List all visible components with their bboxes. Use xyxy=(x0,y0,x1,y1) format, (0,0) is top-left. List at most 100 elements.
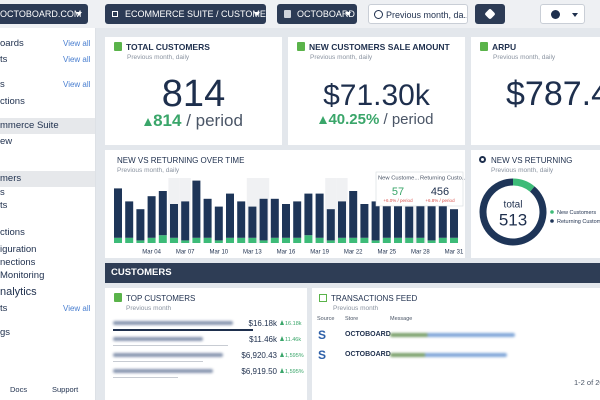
nav-item[interactable]: ts View all xyxy=(0,52,95,68)
nav-item[interactable]: oards View all xyxy=(0,36,95,52)
x-tick-label: Mar 10 xyxy=(209,250,228,256)
settings-button[interactable] xyxy=(475,4,505,24)
nav-label: Monitoring xyxy=(0,270,45,281)
amount: $6,919.50 xyxy=(241,367,277,376)
bar-segment xyxy=(416,237,425,243)
bar-segment xyxy=(349,237,358,243)
bar-segment xyxy=(282,204,290,238)
view-all-link[interactable]: View all xyxy=(63,80,91,89)
up-arrow xyxy=(280,368,284,373)
board-dropdown[interactable]: ECOMMERCE SUITE / CUSTOMERS xyxy=(105,4,266,24)
source-logo: S xyxy=(318,328,327,342)
card-subtitle: Previous month, daily xyxy=(310,54,373,61)
sale-amount-card: NEW CUSTOMERS SALE AMOUNT Previous month… xyxy=(288,37,465,145)
bar-segment xyxy=(170,237,178,243)
tooltip-value: 57 xyxy=(392,186,404,198)
column-header: Source xyxy=(317,316,335,322)
bar-segment xyxy=(125,201,134,238)
change-value: 814 xyxy=(153,111,182,130)
nav-label: oards xyxy=(0,38,24,49)
account-dropdown[interactable]: OCTOBOARD.COM xyxy=(0,4,88,24)
card-subtitle: Previous month, daily xyxy=(493,54,556,61)
up-arrow xyxy=(280,336,284,341)
x-tick-label: Mar 31 xyxy=(445,250,464,256)
blurred-name xyxy=(113,369,213,373)
source-icon xyxy=(284,10,291,18)
tooltip: New Custome... 57+6.0% / period Returning … xyxy=(375,171,465,207)
bar-segment xyxy=(293,201,302,238)
bar-segment xyxy=(304,193,313,236)
x-tick-label: Mar 07 xyxy=(176,250,195,256)
bar-segment xyxy=(181,240,190,243)
nav-item[interactable]: Monitoring xyxy=(0,268,95,284)
tooltip-name: New Custome... xyxy=(378,176,420,182)
view-all-link[interactable]: View all xyxy=(63,304,91,313)
top-bar: OCTOBOARD.COM ECOMMERCE SUITE / CUSTOMER… xyxy=(0,0,600,28)
x-tick-label: Mar 28 xyxy=(411,250,430,256)
share-button[interactable] xyxy=(540,4,585,24)
legend-dot xyxy=(550,219,554,223)
period-dropdown[interactable]: Previous month, da... xyxy=(368,4,468,24)
nav-item[interactable]: mmerce Suite xyxy=(0,118,95,134)
blurred-name xyxy=(113,337,203,341)
up-arrow xyxy=(280,320,284,325)
kpi-change: 40.25% / period xyxy=(288,111,465,128)
bar-segment xyxy=(192,180,201,238)
row-underline xyxy=(113,329,253,331)
tooltip-value: 456 xyxy=(431,186,449,198)
clock-icon xyxy=(374,10,383,19)
nav-item[interactable]: mers xyxy=(0,171,95,187)
grid-icon xyxy=(112,11,118,17)
bar-segment xyxy=(192,237,201,243)
x-tick-label: Mar 16 xyxy=(277,250,296,256)
nav-item[interactable]: ts View all xyxy=(0,301,95,317)
x-tick-label: Mar 19 xyxy=(310,250,329,256)
source-dropdown[interactable]: OCTOBOARD xyxy=(277,4,357,24)
card-subtitle: Previous month xyxy=(126,305,172,312)
footer-link[interactable]: Support xyxy=(52,385,79,394)
bar-segment xyxy=(394,196,402,238)
bar-segment xyxy=(214,240,223,243)
bar-segment xyxy=(158,191,167,236)
nav-item[interactable]: iguration xyxy=(0,242,95,258)
amount: $11.46k xyxy=(249,335,277,344)
donut-segment xyxy=(479,178,547,246)
view-all-link[interactable]: View all xyxy=(63,55,91,64)
nav-label: ts xyxy=(0,54,8,65)
bar-segment xyxy=(293,237,302,243)
feed-icon xyxy=(319,294,327,302)
share-icon xyxy=(551,10,560,19)
shop-icon xyxy=(480,42,488,51)
bar-segment xyxy=(371,240,380,243)
nav-item[interactable]: ts xyxy=(0,198,95,214)
new-vs-returning-card: NEW VS RETURNING Previous month, daily N… xyxy=(471,150,600,258)
card-title: NEW CUSTOMERS SALE AMOUNT xyxy=(309,42,450,52)
nav-item[interactable]: gs xyxy=(0,325,95,341)
nav-item[interactable]: nalytics xyxy=(0,284,95,300)
x-tick-label: Mar 25 xyxy=(377,250,396,256)
bar-segment xyxy=(438,193,447,238)
bar-segment xyxy=(136,240,145,243)
bar-segment xyxy=(416,204,425,238)
footer-link[interactable]: Docs xyxy=(10,385,28,394)
nav-item[interactable]: ctions xyxy=(0,225,95,241)
bar-segment xyxy=(338,201,346,238)
nav-item[interactable]: s xyxy=(0,185,95,201)
nav-item[interactable]: ctions xyxy=(0,94,95,110)
change-suffix: / period xyxy=(379,111,434,128)
bar-segment xyxy=(147,196,156,238)
card-subtitle: Previous month xyxy=(333,305,379,312)
nav-item[interactable]: ew xyxy=(0,134,95,150)
bar-segment xyxy=(114,237,122,243)
change-value: 1,595% xyxy=(285,369,304,375)
change-value: 11.46k xyxy=(285,337,302,343)
view-all-link[interactable]: View all xyxy=(63,39,91,48)
nav-item[interactable]: s View all xyxy=(0,77,95,93)
source-logo: S xyxy=(318,348,327,362)
bar-segment xyxy=(158,235,167,243)
bar-segment xyxy=(203,198,212,238)
card-title: ARPU xyxy=(492,42,517,52)
total-customers-card: TOTAL CUSTOMERS Previous month, daily 81… xyxy=(105,37,282,145)
nav-item[interactable]: nections xyxy=(0,255,95,271)
